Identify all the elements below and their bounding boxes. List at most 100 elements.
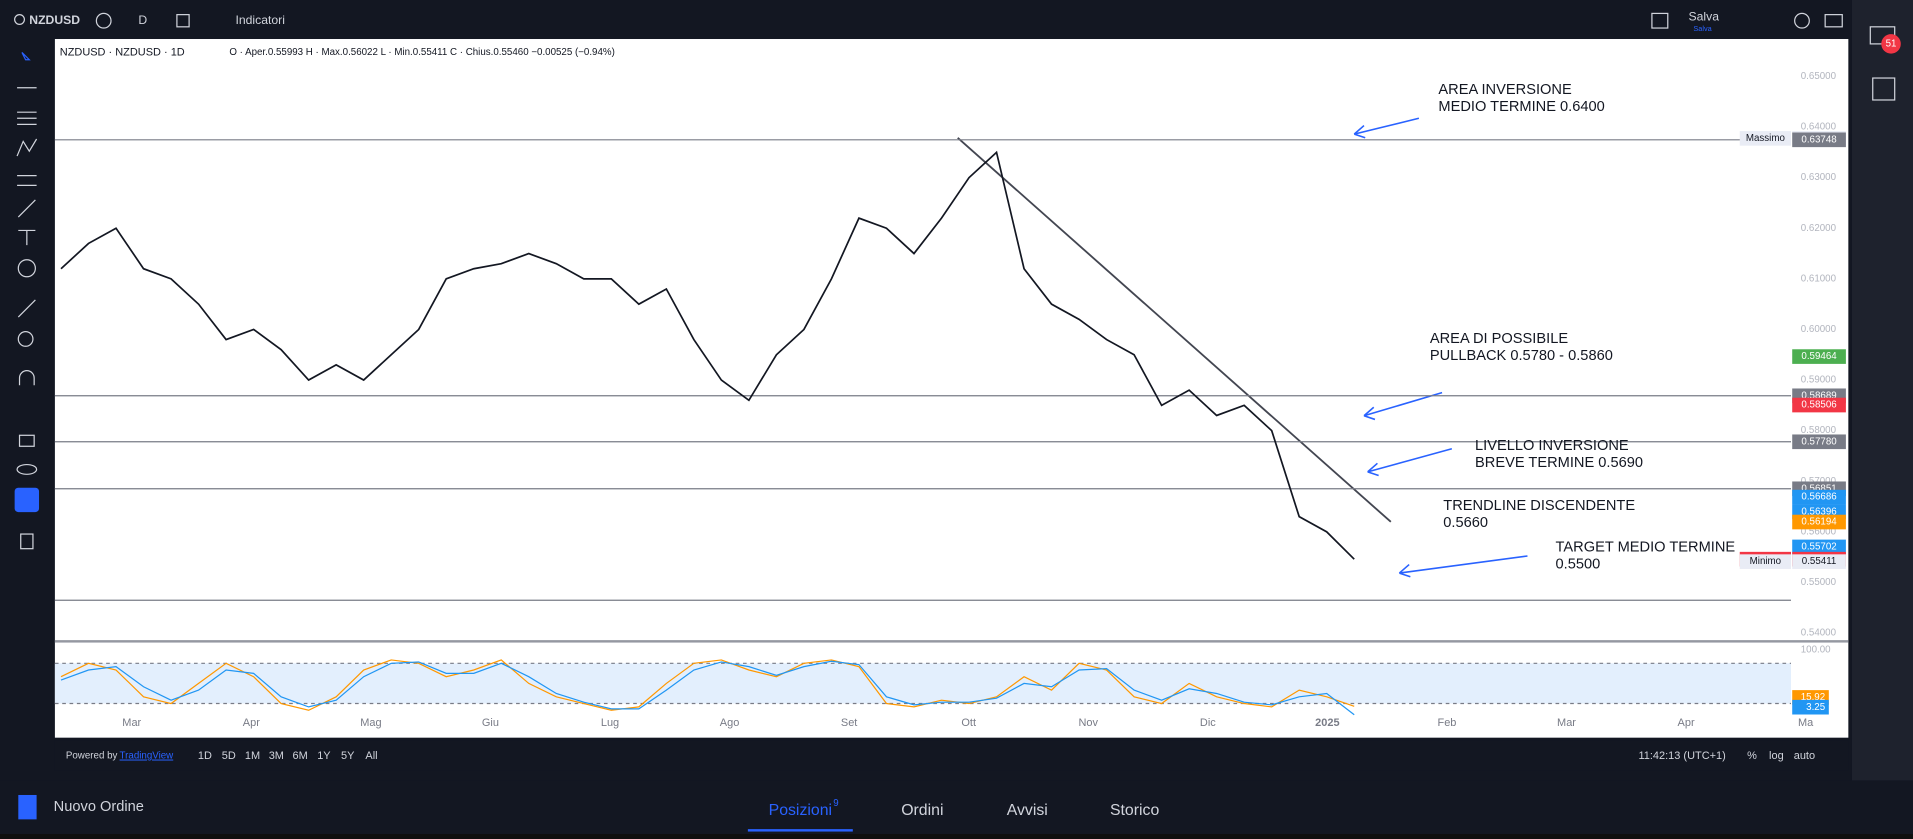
price-label: 0.55702	[1801, 542, 1836, 553]
range-button[interactable]: 1Y	[317, 750, 331, 762]
x-tick-label: Ma	[1798, 717, 1814, 729]
layout-icon[interactable]	[1651, 12, 1669, 29]
x-tick-label: 2025	[1315, 717, 1339, 729]
left-toolbar	[14, 51, 40, 550]
price-label: 0.59464	[1801, 351, 1837, 362]
symbol[interactable]: NZDUSD	[29, 13, 80, 27]
annotation: BREVE TERMINE 0.5690	[1475, 455, 1643, 471]
price-label: 0.58506	[1801, 400, 1836, 411]
range-button[interactable]: 6M	[292, 750, 307, 762]
scale-option[interactable]: %	[1747, 750, 1757, 762]
scale-option[interactable]: auto	[1794, 750, 1815, 762]
arrow	[1398, 555, 1528, 578]
range-button[interactable]: 3M	[269, 750, 284, 762]
link-tool[interactable]	[14, 487, 40, 513]
series-line	[60, 150, 1355, 560]
osc-band	[54, 663, 1791, 704]
annotation: AREA DI POSSIBILE	[1430, 331, 1568, 347]
price-label: 0.56851	[1801, 483, 1836, 494]
panel-tab[interactable]: Ordini	[901, 802, 943, 819]
annotation: MEDIO TERMINE 0.6400	[1438, 99, 1604, 115]
price-tag-box	[1739, 554, 1791, 569]
annotation: 0.5660	[1443, 515, 1488, 531]
panel-tab[interactable]: Avvisi	[1007, 802, 1048, 819]
arrow	[1363, 391, 1443, 421]
price-label: 0.63748	[1801, 134, 1836, 145]
brush-tool[interactable]	[17, 199, 36, 218]
annotation: TARGET MEDIO TERMINE	[1556, 539, 1736, 555]
chart-panel	[54, 39, 1849, 738]
x-tick-label: Set	[841, 717, 857, 729]
add-symbol[interactable]	[95, 12, 112, 29]
price-label: 0.56194	[1801, 517, 1837, 528]
badge	[1881, 34, 1901, 54]
icon-tool[interactable]	[17, 259, 36, 278]
x-tick-label: Apr	[243, 717, 260, 729]
price-label-box	[1792, 554, 1846, 569]
osc-label-box	[1792, 699, 1829, 715]
range-button[interactable]: All	[365, 750, 377, 762]
x-tick-label: Ott	[961, 717, 976, 729]
price-label-box	[1792, 349, 1846, 364]
y-tick-label: 0.64000	[1801, 122, 1837, 133]
x-tick-label: Lug	[601, 717, 619, 729]
y-tick-label: 0.65000	[1801, 71, 1837, 82]
x-tick-label: Dic	[1200, 717, 1216, 729]
powered-by: Powered by	[66, 751, 118, 762]
arrow	[1367, 447, 1453, 477]
annotation: LIVELLO INVERSIONE	[1475, 438, 1629, 454]
chart-type[interactable]	[176, 14, 190, 28]
x-tick-label: Mag	[360, 717, 381, 729]
y-tick-label: 0.60000	[1801, 324, 1837, 335]
forecast-tool[interactable]	[17, 174, 37, 186]
x-tick-label: Mar	[122, 717, 141, 729]
settings-icon[interactable]	[1794, 12, 1810, 29]
x-tick-label: Mar	[1557, 717, 1576, 729]
zoom-tool[interactable]	[17, 331, 34, 347]
visibility-tool[interactable]	[16, 463, 38, 475]
annotation: PULLBACK 0.5780 - 0.5860	[1430, 348, 1613, 364]
pattern-tool[interactable]	[16, 138, 38, 157]
right-sidebar	[1851, 0, 1913, 834]
price-label-box	[1792, 539, 1846, 555]
arrow	[1353, 117, 1420, 139]
watchlist-icon[interactable]	[1872, 77, 1896, 101]
order-icon[interactable]	[18, 794, 37, 820]
interval[interactable]: D	[138, 13, 147, 27]
search-icon[interactable]	[14, 14, 26, 25]
price-tag-box	[1739, 131, 1791, 146]
price-tag: Minimo	[1750, 556, 1782, 567]
text-tool[interactable]	[18, 229, 36, 246]
y-tick-label: 0.62000	[1801, 223, 1837, 234]
trash-tool[interactable]	[20, 533, 34, 550]
series-line	[60, 660, 1355, 716]
brand-link[interactable]: TradingView	[120, 751, 175, 762]
snapshot-icon[interactable]	[1824, 14, 1843, 28]
range-button[interactable]: 1D	[198, 750, 212, 762]
panel-tab[interactable]: Posizioni	[769, 802, 832, 819]
y-tick-label: 0.56000	[1801, 526, 1837, 537]
price-label-box	[1792, 514, 1846, 530]
y-tick-label: 0.61000	[1801, 273, 1837, 284]
magnet-tool[interactable]	[18, 370, 35, 386]
fib-tool[interactable]	[17, 111, 37, 125]
scale-option[interactable]: log	[1769, 750, 1784, 762]
indicators[interactable]: Indicatori	[235, 13, 284, 27]
range-button[interactable]: 5Y	[341, 750, 355, 762]
panel-tab[interactable]: Storico	[1110, 802, 1160, 819]
price-label-box	[1792, 397, 1846, 413]
y-tick-label: 0.59000	[1801, 375, 1837, 386]
lock-tool[interactable]	[18, 434, 35, 447]
price-label: 0.56396	[1801, 506, 1836, 517]
cursor-tool[interactable]	[21, 51, 31, 61]
measure-tool[interactable]	[17, 299, 36, 318]
new-order[interactable]: Nuovo Ordine	[54, 799, 144, 815]
save[interactable]: Salva	[1689, 9, 1720, 23]
range-button[interactable]: 1M	[245, 750, 260, 762]
range-button[interactable]: 5D	[222, 750, 236, 762]
osc-label: 15.92	[1801, 692, 1825, 703]
x-tick-label: Ago	[720, 717, 740, 729]
y-tick-label: 0.54000	[1801, 628, 1837, 639]
tab-count: 9	[833, 798, 838, 809]
